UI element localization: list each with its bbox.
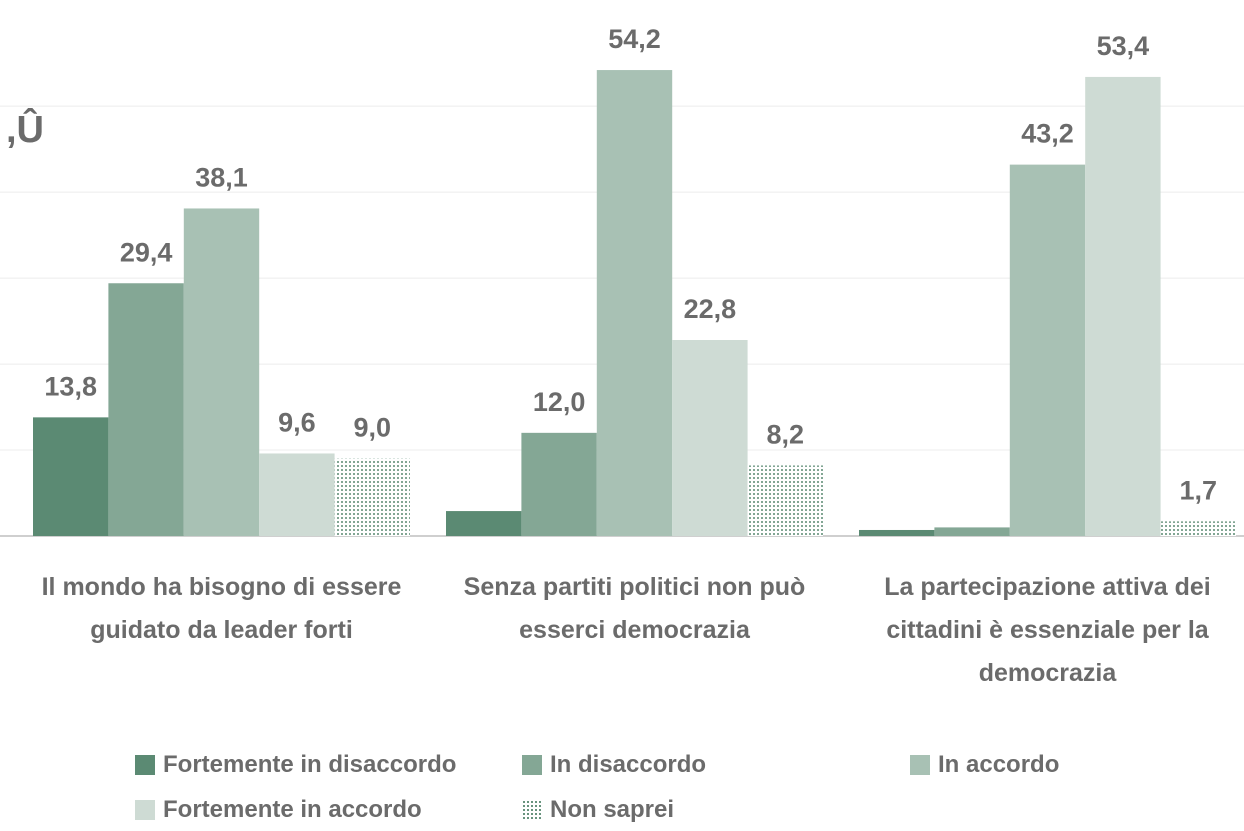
bar xyxy=(1085,76,1161,537)
data-label: 12,0 xyxy=(533,387,586,417)
bar xyxy=(108,283,184,536)
bar xyxy=(859,529,935,536)
data-label: 29,4 xyxy=(120,237,173,267)
annotation: ,Û xyxy=(6,106,44,151)
data-label: 54,2 xyxy=(608,24,661,54)
bar xyxy=(596,70,673,536)
legend-label: In disaccordo xyxy=(550,751,707,778)
bar xyxy=(183,208,260,537)
legend-swatch xyxy=(135,755,155,775)
legend-swatch xyxy=(522,755,542,775)
bar xyxy=(33,417,109,536)
data-label: 53,4 xyxy=(1097,31,1150,61)
data-label: 43,2 xyxy=(1021,119,1074,149)
legend-swatch xyxy=(910,755,930,775)
legend-label: Fortemente in disaccordo xyxy=(163,751,457,778)
legend-item: In disaccordo xyxy=(522,751,706,779)
legend-item: Non saprei xyxy=(522,796,674,824)
x-tick-label: Senza partiti politici non può esserci d… xyxy=(463,573,806,644)
legend-item: Fortemente in disaccordo xyxy=(135,751,456,779)
legend-item: In accordo xyxy=(910,751,1059,779)
legend-swatch xyxy=(522,800,542,820)
legend-label: Non saprei xyxy=(550,796,675,823)
legend-item: Fortemente in accordo xyxy=(135,796,422,824)
bar xyxy=(259,453,335,536)
legend-swatch xyxy=(135,800,155,820)
data-label: 13,8 xyxy=(44,371,97,401)
x-tick-label: Il mondo ha bisogno di essere guidato da… xyxy=(41,573,402,644)
bar xyxy=(446,511,522,536)
data-label: 22,8 xyxy=(684,294,737,324)
bar xyxy=(1160,521,1236,536)
data-label: 8,2 xyxy=(767,420,805,450)
data-label: 9,0 xyxy=(354,413,392,443)
bar xyxy=(934,527,1010,536)
bar xyxy=(334,458,410,536)
data-label: 38,1 xyxy=(195,162,248,192)
x-tick-label: La partecipazione attiva dei cittadini è… xyxy=(884,573,1211,687)
data-label: 1,7 xyxy=(1180,475,1218,505)
bar xyxy=(747,465,823,536)
legend-label: Fortemente in accordo xyxy=(163,796,422,823)
legend-label: In accordo xyxy=(938,751,1060,778)
data-label: 9,6 xyxy=(278,407,316,437)
bar xyxy=(1009,164,1086,536)
bar xyxy=(521,432,597,536)
bar xyxy=(672,339,748,536)
